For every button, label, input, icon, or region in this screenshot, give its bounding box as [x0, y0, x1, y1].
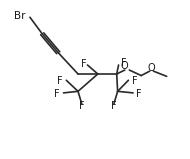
Text: F: F — [121, 58, 127, 68]
Text: O: O — [120, 61, 128, 71]
Text: F: F — [136, 89, 142, 99]
Text: F: F — [132, 76, 137, 86]
Text: O: O — [147, 63, 155, 73]
Text: F: F — [79, 100, 85, 111]
Text: F: F — [57, 76, 63, 86]
Text: F: F — [111, 100, 117, 111]
Text: F: F — [81, 59, 86, 69]
Text: Br: Br — [14, 11, 25, 21]
Text: F: F — [55, 89, 60, 99]
